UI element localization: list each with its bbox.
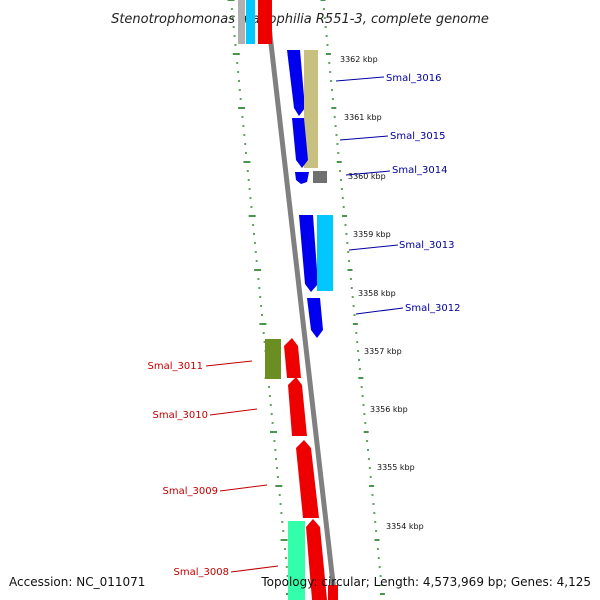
gene-smal-3015-blue — [292, 118, 308, 168]
gene-labels: Smal_3016 Smal_3015 Smal_3014 Smal_3013 … — [148, 73, 461, 578]
gene-smal-3011-red — [284, 338, 301, 378]
kbp-scale: 3362 kbp 3361 kbp 3360 kbp 3359 kbp 3358… — [340, 55, 424, 531]
gene-features — [238, 0, 338, 600]
gene-smal-3016-olive — [304, 50, 318, 168]
leader-smal-3010 — [209, 408, 258, 416]
gene-smal-3014-blue — [295, 172, 309, 184]
kbp-3355: 3355 kbp — [377, 463, 415, 472]
genome-backbone — [263, 0, 338, 600]
label-smal-3009: Smal_3009 — [163, 486, 218, 497]
kbp-3359: 3359 kbp — [353, 230, 391, 239]
gene-top-cyan — [246, 0, 255, 44]
gene-smal-3013-cyan — [317, 215, 333, 291]
label-smal-3010: Smal_3010 — [153, 410, 208, 421]
kbp-3358: 3358 kbp — [358, 289, 396, 298]
gene-smal-3008-seagreen — [288, 521, 305, 600]
leader-smal-3011 — [205, 360, 253, 367]
gene-top-gray — [238, 0, 245, 44]
gene-smal-3008-red — [306, 519, 327, 600]
label-smal-3012: Smal_3012 — [405, 303, 460, 314]
accession-text: Accession: NC_011071 — [9, 575, 145, 589]
kbp-3360: 3360 kbp — [348, 172, 386, 181]
gene-smal-3012-blue — [307, 298, 323, 338]
leader-smal-3008 — [230, 565, 279, 573]
kbp-3356: 3356 kbp — [370, 405, 408, 414]
gene-smal-3009-red — [296, 440, 319, 518]
genome-summary-text: Topology: circular; Length: 4,573,969 bp… — [260, 575, 591, 589]
gene-smal-3010-red — [288, 377, 307, 436]
label-smal-3008: Smal_3008 — [174, 567, 229, 578]
leader-smal-3015 — [339, 135, 389, 141]
label-smal-3015: Smal_3015 — [390, 131, 445, 142]
kbp-3362: 3362 kbp — [340, 55, 378, 64]
label-smal-3016: Smal_3016 — [386, 73, 441, 84]
leader-smal-3014 — [345, 170, 391, 176]
gene-smal-3016-blue — [287, 50, 305, 116]
leader-smal-3012 — [355, 307, 404, 315]
leader-smal-3009 — [219, 484, 268, 492]
map-title: Stenotrophomonas maltophilia R551-3, com… — [111, 12, 489, 27]
kbp-3354: 3354 kbp — [386, 522, 424, 531]
kbp-3361: 3361 kbp — [344, 113, 382, 122]
kbp-3357: 3357 kbp — [364, 347, 402, 356]
inner-tick-track — [320, 0, 385, 595]
label-smal-3013: Smal_3013 — [399, 240, 454, 251]
gene-smal-3013-blue — [299, 215, 318, 292]
gene-smal-3011-darkgreen — [265, 339, 281, 379]
gene-smal-3014-gray — [313, 171, 327, 183]
leader-smal-3013 — [348, 244, 399, 251]
label-smal-3011: Smal_3011 — [148, 361, 203, 372]
gene-bottom-red — [328, 585, 338, 600]
leader-smal-3016 — [335, 76, 385, 82]
outer-tick-track — [227, 0, 293, 595]
label-leader-lines — [205, 76, 404, 573]
label-smal-3014: Smal_3014 — [392, 165, 447, 176]
gene-top-red — [258, 0, 272, 44]
